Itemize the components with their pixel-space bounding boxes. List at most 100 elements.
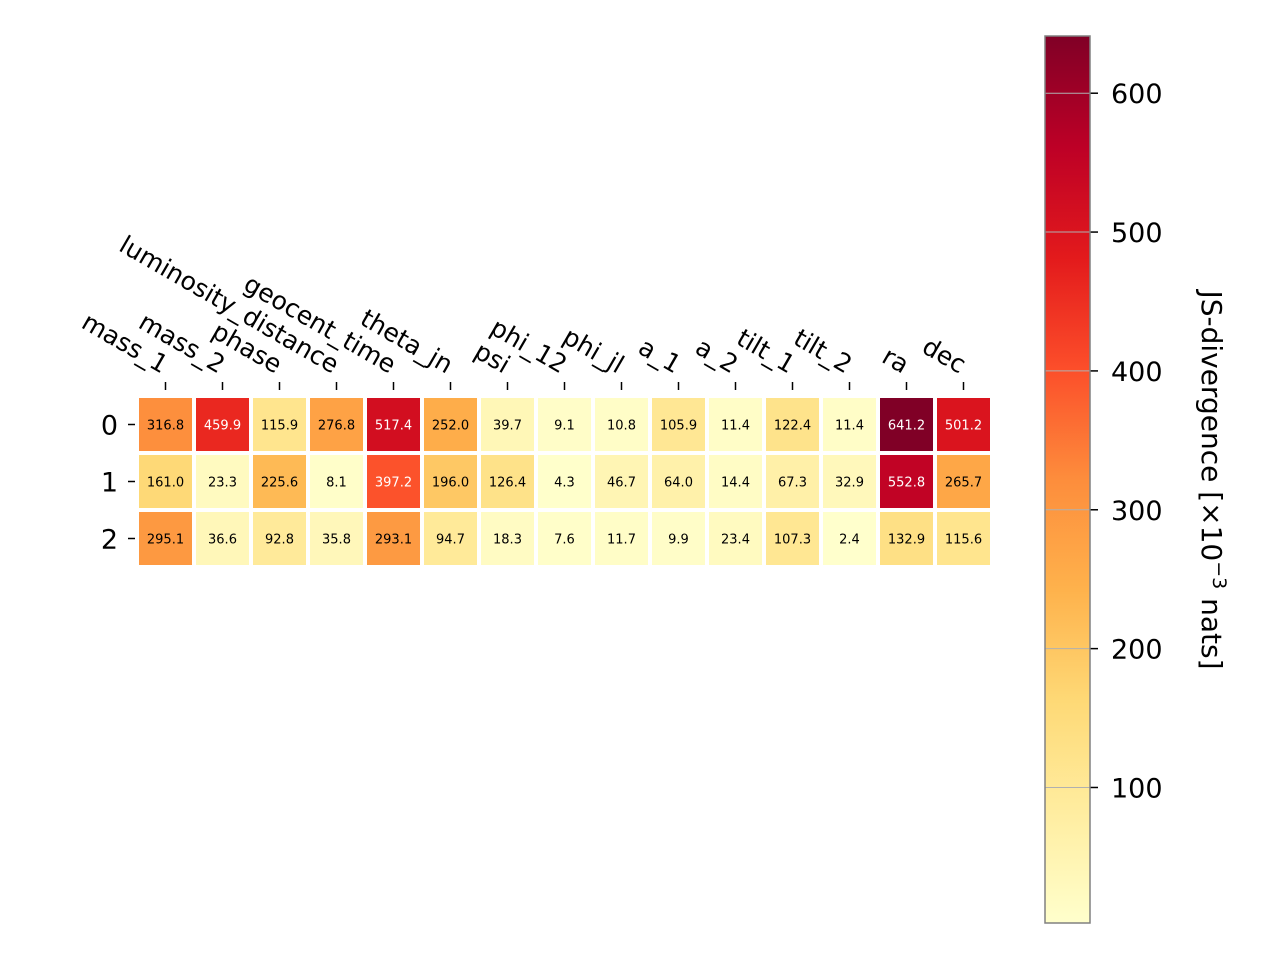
heatmap-cell — [766, 398, 819, 451]
heatmap-cell — [196, 455, 249, 508]
colorbar-outline — [1044, 35, 1091, 924]
heatmap-cell — [595, 398, 648, 451]
cell-value-label: 67.3 — [778, 476, 807, 491]
cell-value-label: 4.3 — [554, 476, 575, 491]
heatmap-cell — [424, 512, 477, 565]
cell-value-label: 265.7 — [945, 476, 982, 491]
cell-value-label: 9.9 — [668, 533, 689, 548]
cell-value-label: 11.7 — [607, 533, 636, 548]
cell-value-label: 92.8 — [265, 533, 294, 548]
cell-value-label: 517.4 — [375, 419, 412, 434]
cell-value-label: 316.8 — [147, 419, 184, 434]
heatmap-cell — [310, 455, 363, 508]
y-axis: 0 1 2 — [101, 411, 135, 556]
cell-value-label: 11.4 — [721, 419, 750, 434]
x-axis: mass_1mass_2phaseluminosity_distancegeoc… — [77, 230, 971, 390]
heatmap-cell — [937, 512, 990, 565]
cell-value-label: 18.3 — [493, 533, 522, 548]
heatmap-cell — [880, 455, 933, 508]
y-tick-label: 2 — [101, 525, 118, 556]
cell-value-label: 161.0 — [147, 476, 184, 491]
heatmap-cell — [709, 455, 762, 508]
colorbar-gradient — [1045, 36, 1090, 923]
cell-value-label: 23.4 — [721, 533, 750, 548]
cell-value-label: 23.3 — [208, 476, 237, 491]
x-tick-label: phi_jl — [558, 322, 629, 380]
heatmap-cell — [481, 455, 534, 508]
cell-value-label: 115.6 — [945, 533, 982, 548]
heatmap-cell — [652, 398, 705, 451]
heatmap-cell — [937, 398, 990, 451]
cell-value-label: 115.9 — [261, 419, 298, 434]
cell-value-label: 126.4 — [489, 476, 526, 491]
heatmap-cell — [709, 512, 762, 565]
cell-value-label: 107.3 — [774, 533, 811, 548]
heatmap-cell — [538, 398, 591, 451]
cell-value-label: 94.7 — [436, 533, 465, 548]
x-tick-label: a_2 — [691, 332, 743, 379]
cell-value-label: 11.4 — [835, 419, 864, 434]
cell-value-label: 397.2 — [375, 476, 412, 491]
cell-value-label: 7.6 — [554, 533, 575, 548]
heatmap-cell — [595, 512, 648, 565]
heatmap-cell — [766, 455, 819, 508]
heatmap-cell — [880, 512, 933, 565]
heatmap-cell — [196, 398, 249, 451]
heatmap-cell — [880, 398, 933, 451]
heatmap-cells: 316.8 459.9 115.9 276.8 517.4 252.0 39.7 9.1 10.… — [127, 386, 1000, 575]
heatmap-cell — [253, 512, 306, 565]
cell-value-label: 2.4 — [839, 533, 860, 548]
cell-value-label: 32.9 — [835, 476, 864, 491]
colorbar-tick-label: 600 — [1111, 79, 1163, 110]
colorbar-label: JS-divergence [×10−3 nats] — [1195, 288, 1230, 669]
cell-value-label: 225.6 — [261, 476, 298, 491]
heatmap-cell — [367, 398, 420, 451]
heatmap-cell — [196, 512, 249, 565]
x-tick-label: a_1 — [634, 332, 686, 379]
cell-value-label: 46.7 — [607, 476, 636, 491]
heatmap-cell — [367, 455, 420, 508]
colorbar-tick-label: 100 — [1111, 773, 1163, 804]
heatmap-cell — [652, 512, 705, 565]
cell-value-label: 196.0 — [432, 476, 469, 491]
cell-value-label: 9.1 — [554, 419, 575, 434]
cell-value-label: 276.8 — [318, 419, 355, 434]
x-tick-label: ra — [877, 341, 914, 379]
cell-value-label: 641.2 — [888, 419, 925, 434]
cell-value-label: 35.8 — [322, 533, 351, 548]
cell-value-label: 552.8 — [888, 476, 925, 491]
x-tick-label: tilt_1 — [732, 323, 800, 379]
x-tick-label: dec — [918, 332, 971, 380]
heatmap-cell — [538, 512, 591, 565]
heatmap-cell — [424, 398, 477, 451]
y-tick-label: 0 — [101, 411, 118, 442]
heatmap-cell — [538, 455, 591, 508]
colorbar-tick-label: 300 — [1111, 496, 1163, 527]
heatmap-cell — [424, 455, 477, 508]
heatmap-cell — [937, 455, 990, 508]
cell-value-label: 64.0 — [664, 476, 693, 491]
colorbar: 100 200 300 400 500 600 JS-divergence [×10−3 n… — [1044, 35, 1230, 924]
heatmap-cell — [253, 398, 306, 451]
heatmap-cell — [310, 512, 363, 565]
cell-value-label: 14.4 — [721, 476, 750, 491]
cell-value-label: 105.9 — [660, 419, 697, 434]
heatmap-cell — [823, 398, 876, 451]
colorbar-tick-label: 400 — [1111, 357, 1163, 388]
cell-value-label: 39.7 — [493, 419, 522, 434]
heatmap-cell — [139, 512, 192, 565]
heatmap-cell — [310, 398, 363, 451]
heatmap-cell — [139, 455, 192, 508]
heatmap-cell — [253, 455, 306, 508]
heatmap-cell — [823, 455, 876, 508]
heatmap-cell — [595, 455, 648, 508]
heatmap-cell — [709, 398, 762, 451]
cell-value-label: 295.1 — [147, 533, 184, 548]
heatmap-cell — [823, 512, 876, 565]
colorbar-tick-label: 500 — [1111, 218, 1163, 249]
cell-value-label: 8.1 — [326, 476, 347, 491]
y-tick-label: 1 — [101, 468, 118, 499]
heatmap-cell — [139, 398, 192, 451]
